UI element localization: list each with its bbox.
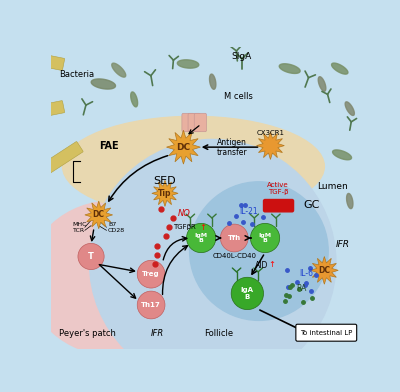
FancyBboxPatch shape bbox=[40, 20, 57, 37]
FancyBboxPatch shape bbox=[264, 200, 294, 212]
FancyBboxPatch shape bbox=[194, 113, 206, 132]
Polygon shape bbox=[85, 201, 113, 229]
Polygon shape bbox=[131, 92, 138, 107]
Text: NO: NO bbox=[178, 209, 191, 218]
Text: FAE: FAE bbox=[99, 141, 118, 151]
Text: Treg: Treg bbox=[142, 271, 160, 277]
Text: MHC: MHC bbox=[72, 221, 87, 227]
Text: IL-21: IL-21 bbox=[239, 207, 258, 216]
Text: IFR: IFR bbox=[336, 240, 350, 249]
Polygon shape bbox=[332, 150, 352, 160]
Text: DC: DC bbox=[93, 211, 105, 220]
Ellipse shape bbox=[62, 116, 324, 216]
FancyBboxPatch shape bbox=[188, 113, 200, 132]
Polygon shape bbox=[177, 60, 199, 68]
Text: IgM
B: IgM B bbox=[258, 233, 272, 243]
Circle shape bbox=[90, 140, 336, 386]
Text: Active
TGF-β: Active TGF-β bbox=[267, 182, 289, 195]
Text: Tip: Tip bbox=[158, 189, 172, 198]
Polygon shape bbox=[346, 193, 353, 209]
Text: Th17: Th17 bbox=[141, 302, 161, 308]
FancyBboxPatch shape bbox=[46, 9, 62, 26]
Text: CD28: CD28 bbox=[108, 228, 125, 233]
Ellipse shape bbox=[28, 201, 197, 355]
Text: SIgA: SIgA bbox=[232, 52, 252, 61]
FancyBboxPatch shape bbox=[350, 18, 371, 36]
Text: CX3CR1: CX3CR1 bbox=[256, 130, 284, 136]
Text: IgA
B: IgA B bbox=[241, 287, 254, 300]
Text: DC: DC bbox=[176, 143, 190, 152]
Text: Bacteria: Bacteria bbox=[59, 70, 94, 79]
Circle shape bbox=[137, 291, 165, 319]
Polygon shape bbox=[332, 63, 348, 74]
Circle shape bbox=[137, 260, 165, 288]
Text: IL-6: IL-6 bbox=[299, 269, 313, 278]
Text: CD40L-CD40: CD40L-CD40 bbox=[212, 253, 256, 260]
Text: Lumen: Lumen bbox=[317, 182, 348, 191]
FancyBboxPatch shape bbox=[12, 49, 65, 71]
Polygon shape bbox=[310, 256, 338, 284]
Text: IgM
B: IgM B bbox=[194, 233, 208, 243]
Polygon shape bbox=[152, 180, 178, 207]
Circle shape bbox=[190, 182, 328, 320]
FancyBboxPatch shape bbox=[332, 0, 353, 8]
Text: B7: B7 bbox=[108, 221, 116, 227]
Text: Follicle: Follicle bbox=[204, 329, 234, 338]
Text: IFR: IFR bbox=[151, 329, 164, 338]
FancyBboxPatch shape bbox=[34, 142, 83, 180]
Circle shape bbox=[78, 243, 104, 270]
Polygon shape bbox=[345, 102, 354, 116]
Text: Tfh: Tfh bbox=[228, 235, 241, 241]
Circle shape bbox=[250, 223, 280, 252]
Text: Peyer's patch: Peyer's patch bbox=[59, 329, 116, 338]
Polygon shape bbox=[318, 77, 326, 91]
Text: TGFβR: TGFβR bbox=[173, 224, 196, 230]
Circle shape bbox=[186, 223, 216, 252]
Text: T: T bbox=[88, 252, 94, 261]
Polygon shape bbox=[91, 79, 116, 89]
Text: GC: GC bbox=[303, 200, 320, 209]
Text: ↑: ↑ bbox=[268, 260, 275, 269]
Text: M cells: M cells bbox=[224, 92, 253, 101]
Text: Antigen
transfer: Antigen transfer bbox=[217, 138, 247, 157]
Circle shape bbox=[231, 277, 264, 310]
Text: TCR: TCR bbox=[72, 228, 85, 233]
Polygon shape bbox=[279, 64, 300, 73]
Polygon shape bbox=[112, 63, 126, 77]
Text: AID: AID bbox=[255, 261, 268, 270]
FancyBboxPatch shape bbox=[12, 101, 65, 123]
FancyBboxPatch shape bbox=[60, 0, 77, 5]
FancyBboxPatch shape bbox=[296, 324, 357, 341]
Text: SED: SED bbox=[154, 176, 176, 187]
FancyBboxPatch shape bbox=[182, 113, 194, 132]
Text: To intestinal LP: To intestinal LP bbox=[300, 330, 352, 336]
Polygon shape bbox=[166, 130, 200, 164]
Text: ↑: ↑ bbox=[199, 223, 206, 232]
FancyBboxPatch shape bbox=[52, 0, 70, 15]
Text: DC: DC bbox=[318, 266, 330, 275]
Polygon shape bbox=[256, 132, 284, 160]
Polygon shape bbox=[210, 74, 216, 89]
Text: RA: RA bbox=[296, 284, 306, 293]
Circle shape bbox=[220, 224, 248, 252]
FancyBboxPatch shape bbox=[342, 2, 363, 22]
